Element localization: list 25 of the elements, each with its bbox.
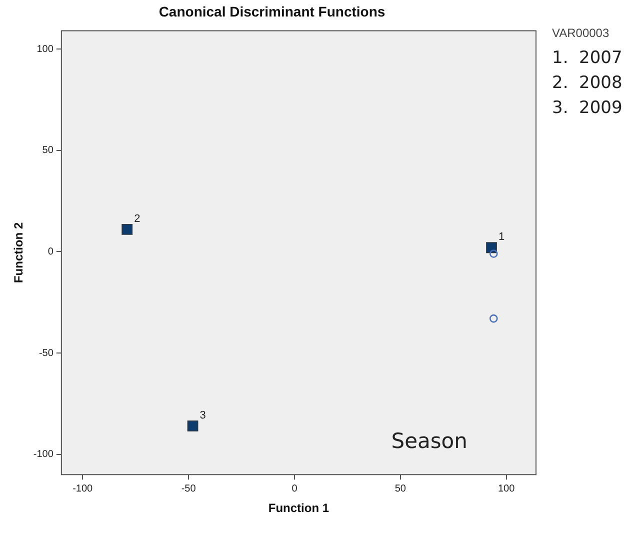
y-tick-label: 50: [42, 145, 54, 156]
x-axis-title: Function 1: [268, 501, 330, 516]
point: [122, 224, 133, 235]
annotation: 1: [498, 231, 505, 244]
x-tick-label: 0: [292, 483, 298, 494]
y-tick-label: 100: [36, 44, 54, 55]
point: [187, 420, 198, 432]
y-tick-label: -100: [33, 449, 54, 460]
text: 3. 2009: [552, 97, 622, 120]
x-tick-label: 100: [498, 483, 516, 494]
x-tick-label: -50: [181, 483, 196, 494]
y-tick-label: 0: [48, 246, 54, 258]
point: [489, 250, 498, 258]
y-tick-label: -50: [38, 348, 54, 359]
text: 2. 2008: [552, 72, 622, 95]
legend-title: VAR00003: [552, 26, 610, 40]
x-tick-label: -100: [72, 483, 94, 494]
point: [489, 314, 498, 323]
x-tick-label: 50: [394, 483, 406, 494]
annotation: Season: [391, 428, 468, 453]
chart-title: Canonical Discriminant Functions: [158, 3, 386, 20]
annotation: 3: [200, 409, 206, 422]
annotation: 2: [134, 212, 140, 225]
text: 1. 2007: [552, 47, 622, 70]
y-axis-title: Function 2: [12, 222, 26, 284]
